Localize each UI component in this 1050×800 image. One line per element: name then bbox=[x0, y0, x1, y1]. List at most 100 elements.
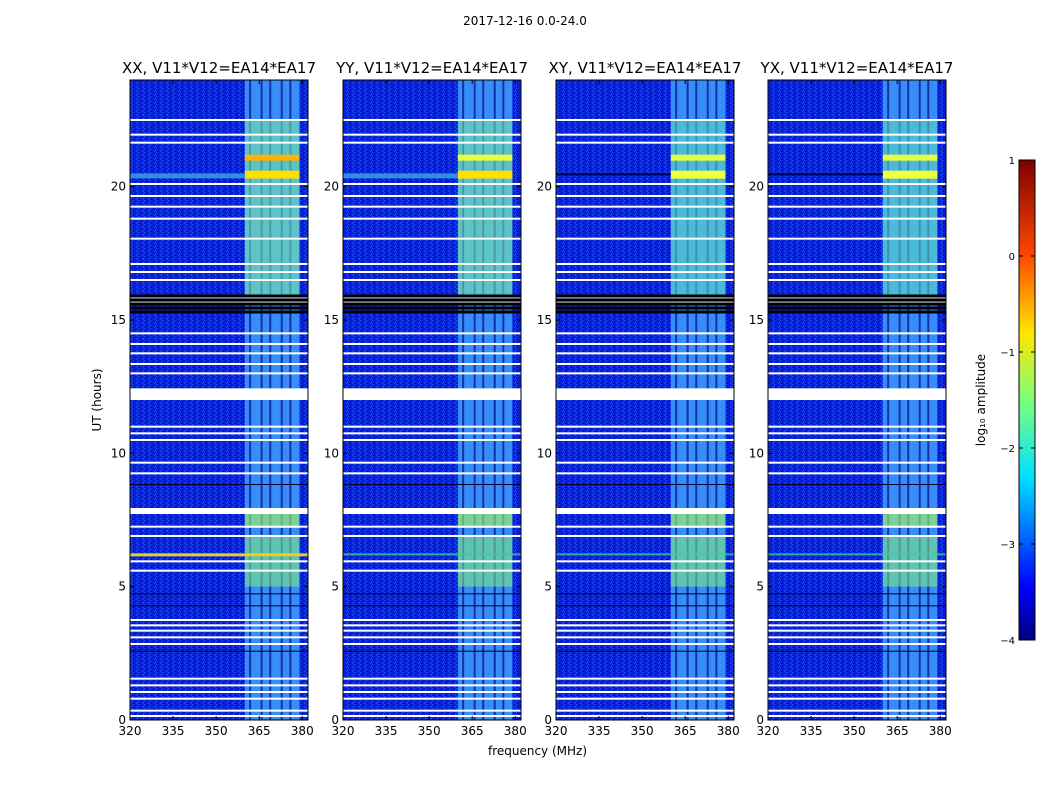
flagged-row bbox=[768, 352, 946, 355]
black-row bbox=[343, 302, 521, 306]
x-tick-label: 320 bbox=[332, 724, 355, 738]
flagged-row bbox=[343, 425, 521, 428]
band-20h bbox=[768, 173, 883, 176]
flagged-row bbox=[130, 119, 308, 121]
panel-1: 320 335 350 365 380 0 5 10 15 20 XX, V11*V12=EA14*… bbox=[111, 59, 316, 738]
y-tick-label: 0 bbox=[756, 713, 764, 727]
flagged-row bbox=[768, 217, 946, 220]
black-row bbox=[768, 310, 946, 314]
flagged-row bbox=[130, 697, 308, 700]
y-tick-label: 0 bbox=[118, 713, 126, 727]
black-row bbox=[556, 306, 734, 310]
flagged-row bbox=[768, 271, 946, 273]
flagged-row bbox=[556, 636, 734, 639]
hot-spot-21h bbox=[457, 154, 513, 161]
flagged-row bbox=[556, 560, 734, 563]
flagged-row bbox=[130, 217, 308, 220]
flagged-block-12h bbox=[556, 389, 734, 400]
flagged-row bbox=[556, 279, 734, 281]
flagged-row bbox=[130, 709, 308, 712]
flagged-row bbox=[130, 372, 308, 375]
flagged-row bbox=[130, 363, 308, 365]
y-tick-label: 10 bbox=[324, 446, 339, 460]
hot-spot-21h bbox=[670, 154, 726, 161]
flagged-block-12h bbox=[343, 389, 521, 400]
black-row bbox=[130, 306, 308, 310]
flagged-row bbox=[343, 332, 521, 335]
flagged-row bbox=[130, 636, 308, 639]
flagged-row bbox=[768, 535, 946, 537]
rfi-block-7h bbox=[670, 512, 726, 528]
flagged-row bbox=[130, 205, 308, 208]
hot-spot-21h bbox=[882, 154, 938, 161]
dark-row bbox=[343, 605, 521, 607]
hot-spot-20h bbox=[457, 170, 513, 179]
panel-frame bbox=[767, 79, 947, 721]
x-tick-label: 335 bbox=[800, 724, 823, 738]
dark-row bbox=[768, 605, 946, 607]
flagged-row bbox=[130, 141, 308, 144]
flagged-row bbox=[343, 352, 521, 355]
flagged-row bbox=[343, 363, 521, 365]
flagged-row bbox=[343, 461, 521, 464]
y-tick-label: 0 bbox=[544, 713, 552, 727]
flagged-row bbox=[130, 279, 308, 281]
y-tick-label: 20 bbox=[324, 180, 339, 194]
x-tick-label: 365 bbox=[461, 724, 484, 738]
colorbar-gradient bbox=[1018, 159, 1036, 641]
flagged-block-8h bbox=[556, 508, 734, 514]
flagged-row bbox=[343, 205, 521, 208]
flagged-row bbox=[556, 525, 734, 528]
flagged-row bbox=[343, 569, 521, 572]
flagged-row bbox=[556, 535, 734, 537]
x-tick-label: 365 bbox=[886, 724, 909, 738]
flagged-row bbox=[130, 691, 308, 693]
flagged-row bbox=[768, 709, 946, 712]
panel-title: XY, V11*V12=EA14*EA17 bbox=[549, 59, 742, 77]
colorbar-tick-label: −3 bbox=[1000, 540, 1015, 551]
flagged-row bbox=[343, 119, 521, 121]
rfi-line-6h bbox=[343, 553, 521, 556]
flagged-row bbox=[130, 425, 308, 428]
flagged-row bbox=[130, 133, 308, 136]
flagged-row bbox=[768, 472, 946, 475]
dark-row bbox=[556, 593, 734, 595]
flagged-row bbox=[556, 425, 734, 428]
flagged-row bbox=[130, 569, 308, 572]
flagged-row bbox=[130, 195, 308, 197]
flagged-row bbox=[130, 684, 308, 687]
flagged-row bbox=[343, 217, 521, 220]
panel-title: XX, V11*V12=EA14*EA17 bbox=[122, 59, 316, 77]
black-row bbox=[130, 302, 308, 306]
flagged-row bbox=[343, 141, 521, 144]
x-tick-label: 350 bbox=[843, 724, 866, 738]
flagged-row bbox=[130, 472, 308, 475]
dark-row bbox=[556, 484, 734, 485]
y-tick-label: 10 bbox=[111, 446, 126, 460]
flagged-row bbox=[343, 133, 521, 136]
flagged-row bbox=[556, 141, 734, 144]
panel-title: YX, V11*V12=EA14*EA17 bbox=[760, 59, 954, 77]
flagged-block-8h bbox=[768, 508, 946, 514]
y-tick-label: 15 bbox=[324, 313, 339, 327]
x-tick-label: 380 bbox=[929, 724, 952, 738]
flagged-row bbox=[343, 195, 521, 197]
flagged-row bbox=[343, 560, 521, 563]
rfi-block-7h bbox=[882, 512, 938, 528]
band-20h bbox=[556, 173, 671, 176]
hot-spot-21h bbox=[244, 154, 300, 161]
flagged-row bbox=[768, 195, 946, 197]
y-tick-label: 5 bbox=[756, 580, 764, 594]
flagged-row bbox=[130, 343, 308, 345]
panel-4: 320 335 350 365 380 0 5 10 15 20 YX, V11*V12=EA14*… bbox=[749, 59, 954, 738]
flagged-row bbox=[343, 629, 521, 632]
flagged-row bbox=[556, 119, 734, 121]
flagged-row bbox=[343, 684, 521, 687]
flagged-row bbox=[130, 439, 308, 441]
flagged-row bbox=[130, 643, 308, 645]
flagged-row bbox=[556, 372, 734, 375]
flagged-row bbox=[343, 343, 521, 345]
flagged-row bbox=[768, 372, 946, 375]
flagged-row bbox=[343, 535, 521, 537]
